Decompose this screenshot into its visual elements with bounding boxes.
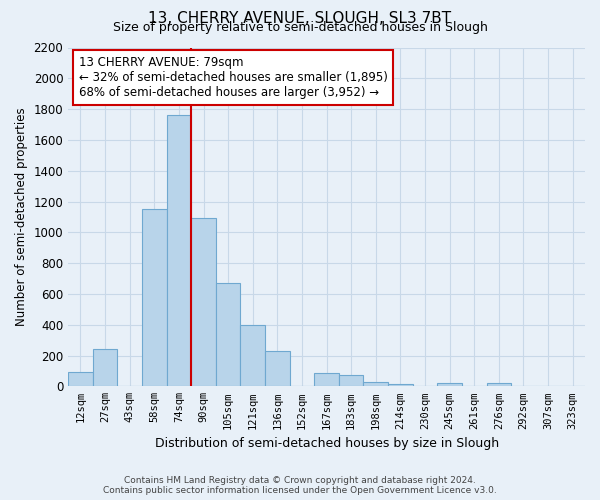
Bar [216,283,241,387]
Bar [167,116,191,386]
Bar [437,383,462,386]
Text: Contains HM Land Registry data © Crown copyright and database right 2024.
Contai: Contains HM Land Registry data © Crown c… [103,476,497,495]
Text: 13 CHERRY AVENUE: 79sqm
← 32% of semi-detached houses are smaller (1,895)
68% of: 13 CHERRY AVENUE: 79sqm ← 32% of semi-de… [79,56,388,99]
Bar [339,375,364,386]
Bar [364,382,388,386]
Bar [93,350,118,387]
X-axis label: Distribution of semi-detached houses by size in Slough: Distribution of semi-detached houses by … [155,437,499,450]
Bar [68,372,93,386]
Text: Size of property relative to semi-detached houses in Slough: Size of property relative to semi-detach… [113,21,487,34]
Y-axis label: Number of semi-detached properties: Number of semi-detached properties [15,108,28,326]
Bar [265,351,290,386]
Bar [314,373,339,386]
Bar [487,383,511,386]
Bar [241,324,265,386]
Bar [388,384,413,386]
Text: 13, CHERRY AVENUE, SLOUGH, SL3 7BT: 13, CHERRY AVENUE, SLOUGH, SL3 7BT [148,11,452,26]
Bar [142,209,167,386]
Bar [191,218,216,386]
